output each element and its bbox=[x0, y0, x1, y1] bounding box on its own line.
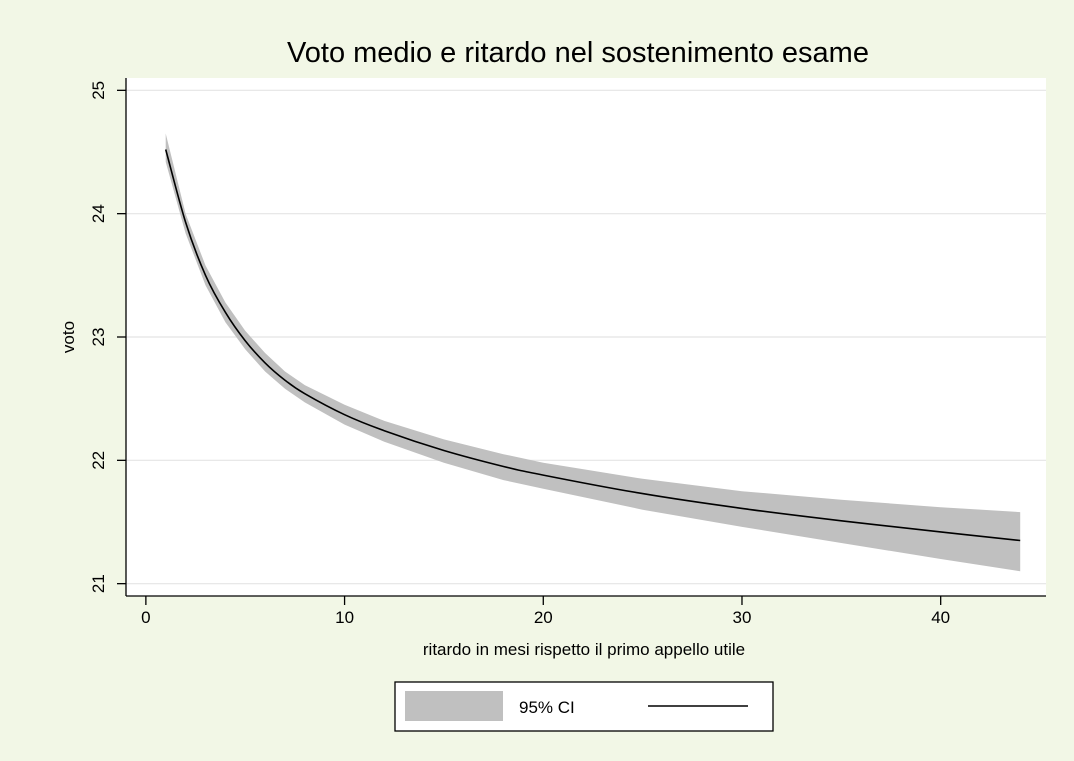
axis-layer: 21 22 23 24 25 0 10 20 30 40 bbox=[89, 78, 1046, 627]
y-tick-label-21: 21 bbox=[89, 574, 108, 593]
fit-line bbox=[164, 149, 1021, 542]
legend: 95% CI bbox=[394, 681, 774, 732]
y-tick-label-23: 23 bbox=[89, 328, 108, 347]
ci-band bbox=[165, 133, 1021, 572]
y-tick-label-24: 24 bbox=[89, 204, 108, 223]
x-tick-label-10: 10 bbox=[335, 608, 354, 627]
x-tick-label-0: 0 bbox=[141, 608, 150, 627]
y-axis-label: voto bbox=[59, 321, 78, 353]
legend-band-label: 95% CI bbox=[519, 698, 575, 717]
x-axis-label: ritardo in mesi rispetto il primo appell… bbox=[423, 640, 745, 659]
y-tick-label-25: 25 bbox=[89, 81, 108, 100]
ci-band-layer bbox=[165, 133, 1021, 572]
chart-title: Voto medio e ritardo nel sostenimento es… bbox=[287, 37, 869, 69]
legend-band-swatch bbox=[405, 691, 503, 721]
grid-layer bbox=[126, 89, 1046, 585]
y-tick-label-22: 22 bbox=[89, 451, 108, 470]
x-tick-label-30: 30 bbox=[733, 608, 752, 627]
x-tick-label-20: 20 bbox=[534, 608, 553, 627]
x-tick-label-40: 40 bbox=[931, 608, 950, 627]
fit-line-layer bbox=[164, 149, 1021, 542]
